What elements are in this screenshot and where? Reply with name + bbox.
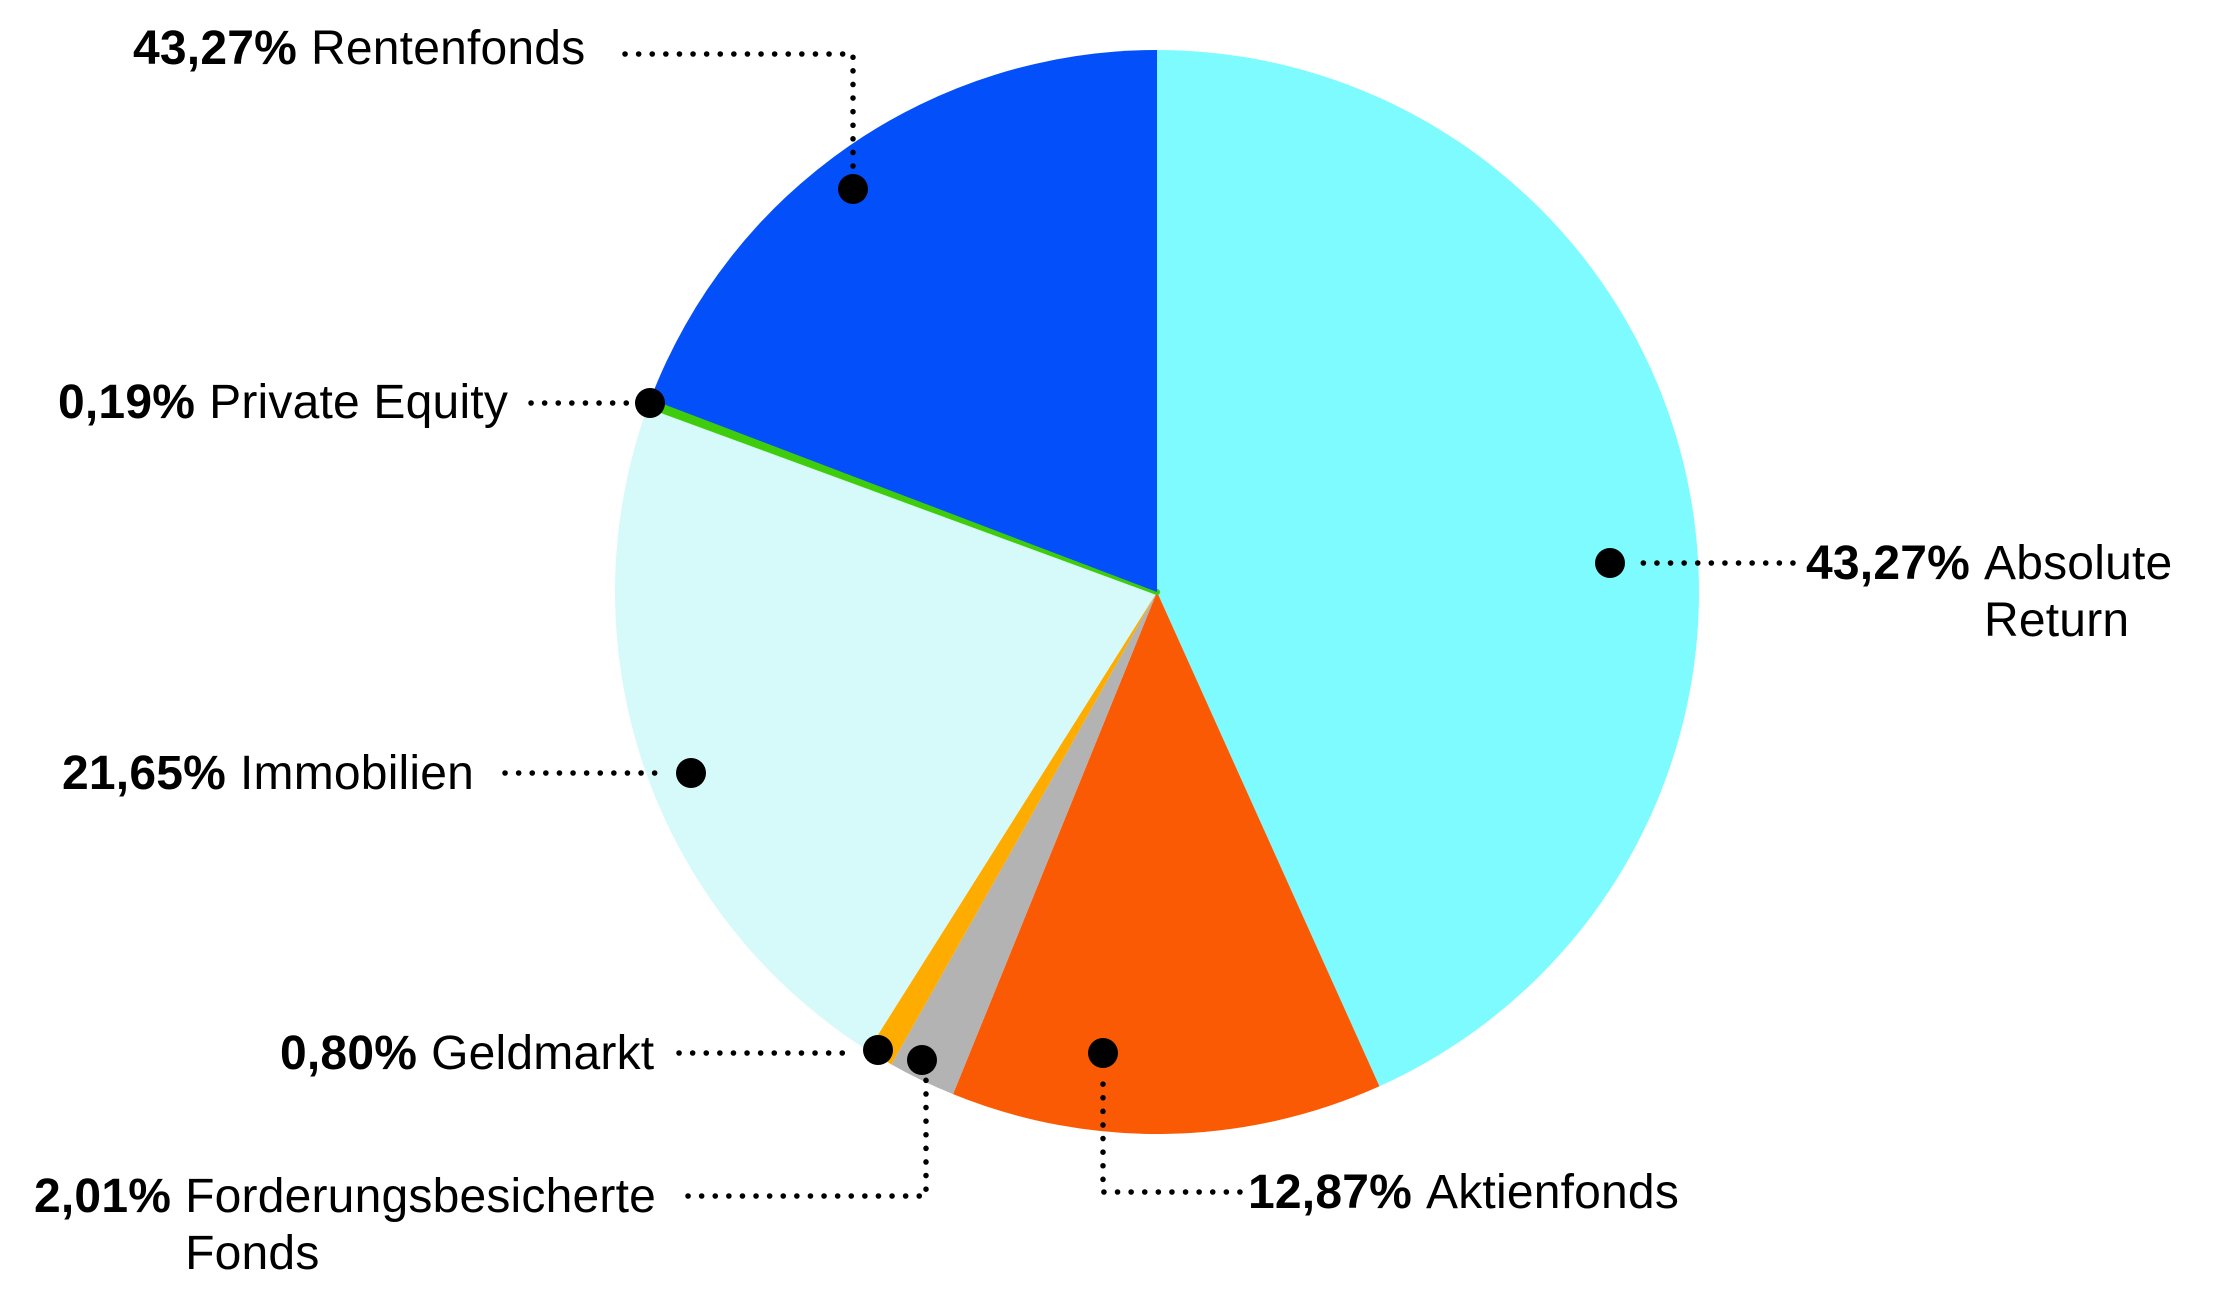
pie-slice-aktienfonds [953, 592, 1380, 1134]
slice-marker-dot [907, 1045, 937, 1075]
leader-absolute-return [1595, 548, 1796, 578]
leader-line [622, 51, 856, 171]
leader-line [1100, 1071, 1243, 1195]
label-rentenfonds: 43,27% Rentenfonds [133, 20, 585, 77]
label-geldmarkt: 0,80% Geldmarkt [280, 1025, 654, 1082]
leader-immobilien [502, 758, 706, 788]
pie-slice-forderungsbesicherte-fonds [891, 592, 1157, 1095]
pie-slice-rentenfonds [650, 50, 1157, 592]
label-aktienfonds: 12,87% Aktienfonds [1248, 1164, 1679, 1221]
label-aktienfonds-name: Aktienfonds [1426, 1166, 1680, 1219]
label-immobilien-percent: 21,65% [62, 747, 226, 800]
slice-marker-dot [1088, 1038, 1118, 1068]
pie-slice-geldmarkt [868, 592, 1157, 1065]
label-immobilien: 21,65% Immobilien [62, 745, 474, 802]
leader-private-equity [528, 388, 665, 418]
label-geldmarkt-name: Geldmarkt [431, 1027, 655, 1080]
leader-geldmarkt [676, 1035, 893, 1065]
slice-marker-dot [1595, 548, 1625, 578]
leader-forderungsbesicherte-fonds [685, 1045, 937, 1199]
label-forderungsbesicherte-fonds-percent: 2,01% [34, 1170, 172, 1223]
label-rentenfonds-percent: 43,27% [133, 22, 297, 75]
slice-marker-dot [676, 758, 706, 788]
label-absolute-return-name: Absolute Return [1984, 537, 2173, 647]
slice-marker-dot [863, 1035, 893, 1065]
leader-aktienfonds [1088, 1038, 1243, 1195]
label-immobilien-name: Immobilien [240, 747, 475, 800]
label-private-equity: 0,19% Private Equity [58, 374, 508, 431]
leader-rentenfonds [622, 51, 868, 204]
label-private-equity-name: Private Equity [209, 376, 509, 429]
leader-line [685, 1077, 929, 1199]
label-aktienfonds-percent: 12,87% [1248, 1166, 1412, 1219]
pie-slices-group [615, 50, 1699, 1134]
slice-marker-dot [838, 174, 868, 204]
label-private-equity-percent: 0,19% [58, 376, 196, 429]
pie-slice-absolute-return [1157, 50, 1699, 1087]
label-absolute-return: 43,27% Absolute Return [1806, 535, 2213, 649]
label-geldmarkt-percent: 0,80% [280, 1027, 418, 1080]
label-absolute-return-percent: 43,27% [1806, 537, 1970, 590]
pie-slice-immobilien [615, 405, 1157, 1051]
slice-marker-dot [635, 388, 665, 418]
label-forderungsbesicherte-fonds: 2,01% Forderungsbesicherte Fonds [34, 1168, 690, 1282]
label-rentenfonds-name: Rentenfonds [311, 22, 586, 75]
label-forderungsbesicherte-fonds-name: Forderungsbesicherte Fonds [185, 1170, 657, 1280]
